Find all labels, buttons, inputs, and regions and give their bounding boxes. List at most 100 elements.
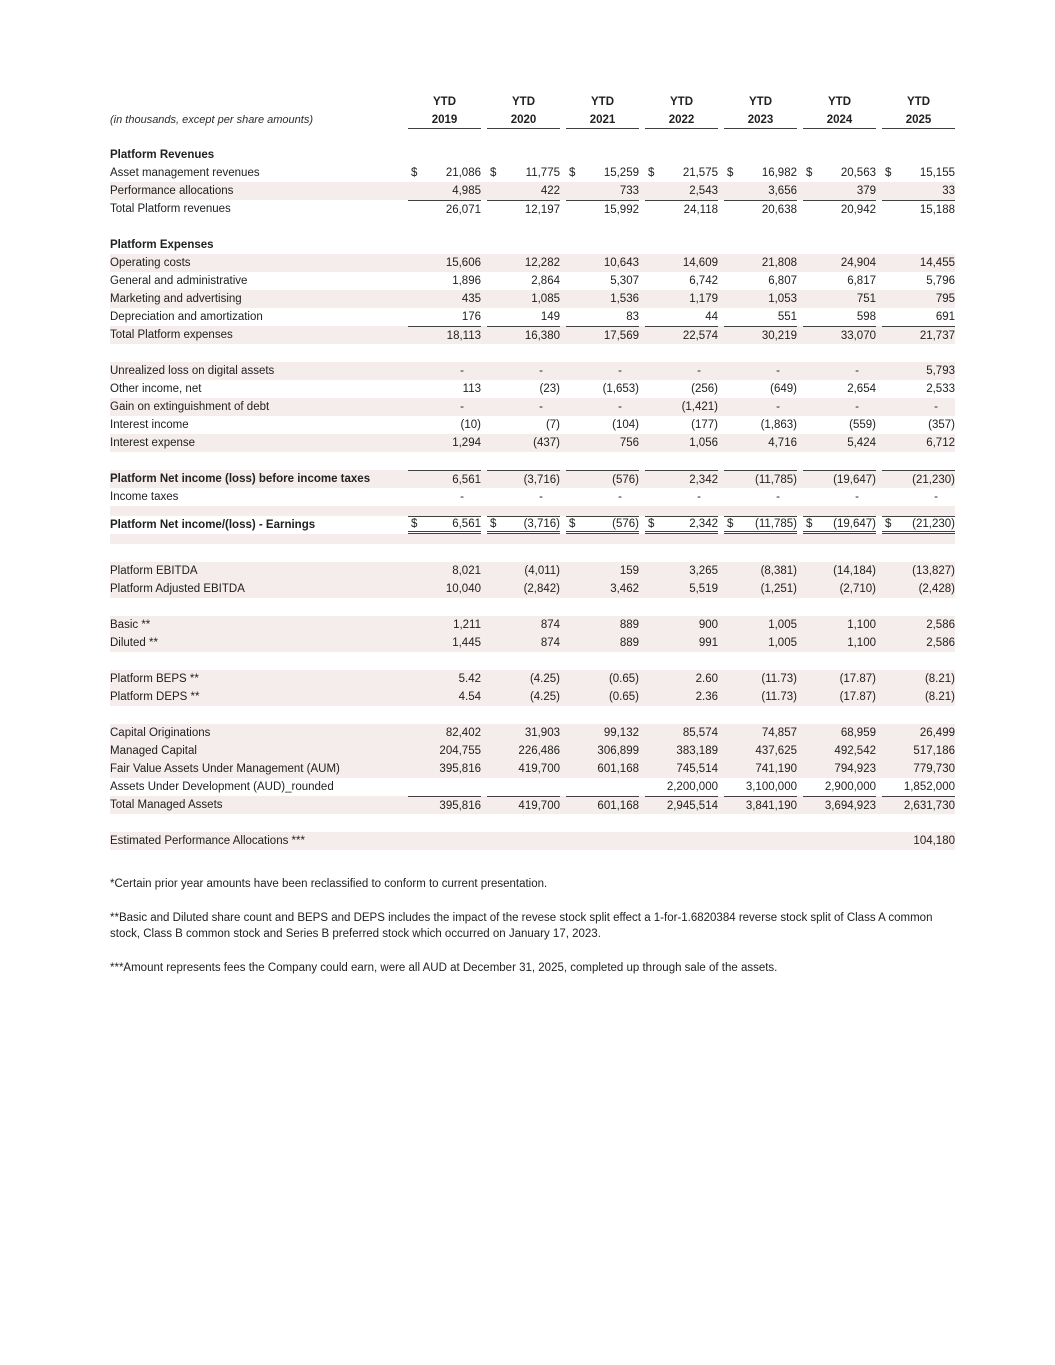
value-cell: 435 [408,290,481,308]
value-cell: (21,230) [882,470,955,488]
cell-value: - [460,401,464,413]
value-cell: (2,710) [803,580,876,598]
period-label: YTD [828,96,851,108]
value-cell: 5.42 [408,670,481,688]
value-cell: (559) [803,416,876,434]
cell-value: 33 [942,185,955,197]
value-cell [566,778,639,796]
section-header-row: Platform Revenues [110,146,955,164]
row-label: Assets Under Development (AUD)_rounded [110,781,334,793]
table-row: Capital Originations 82,402 31,903 99,132 85… [110,724,955,742]
cell-value: 6,712 [926,437,955,449]
row-label: Diluted ** [110,637,158,649]
value-cell: 8,021 [408,562,481,580]
value-cell: 383,189 [645,742,718,760]
value-cell: 1,445 [408,634,481,652]
currency-symbol: $ [727,167,734,179]
cell-value: 795 [935,293,955,305]
cell-value: - [855,365,859,377]
cell-value: 1,085 [531,293,560,305]
cell-value: (576) [612,473,639,486]
cell-value: (357) [928,419,955,431]
row-label: Unrealized loss on digital assets [110,365,275,377]
value-cell: 1,294 [408,434,481,452]
period-label: YTD [433,96,456,108]
cell-value: 2,945,514 [666,799,718,812]
cell-value: 113 [462,383,481,395]
cell-value: (17.87) [839,673,876,685]
cell-value: 395,816 [439,799,481,812]
table-row: General and administrative 1,896 2,864 5,30… [110,272,955,290]
value-cell: 16,380 [487,326,560,344]
cell-value: 1,053 [768,293,797,305]
value-cell: 6,742 [645,272,718,290]
cell-value: 21,808 [761,257,797,269]
value-cell: 44 [645,308,718,326]
table-row: Other income, net 113 (23) (1,653) (256) (649… [110,380,955,398]
value-cell: 2,631,730 [882,796,955,814]
cell-value: (11.73) [761,691,797,703]
cell-value: 10,643 [603,257,639,269]
currency-symbol: $ [806,167,813,179]
cell-value: (576) [612,518,639,530]
value-cell: 4,985 [408,182,481,200]
value-cell: - [566,362,639,380]
value-cell: (1,863) [724,416,797,434]
row-label: Income taxes [110,491,179,503]
cell-value: 20,638 [761,203,797,216]
value-cell: 18,113 [408,326,481,344]
cell-value: (2,428) [918,583,955,595]
value-cell: 601,168 [566,796,639,814]
value-cell: - [566,398,639,416]
cell-value: 306,899 [597,745,639,757]
value-cell: (11.73) [724,688,797,706]
cell-value: 419,700 [518,763,560,775]
row-label: Platform Expenses [110,239,214,251]
period-label: YTD [907,96,930,108]
value-cell: - [487,398,560,416]
cell-value: - [855,491,859,503]
row-label: Platform Adjusted EBITDA [110,583,245,595]
value-cell: 21,808 [724,254,797,272]
value-cell: 745,514 [645,760,718,778]
table-row: Income taxes - - - - - - - [110,488,955,506]
value-cell: - [645,488,718,506]
row-label: Total Platform expenses [110,329,233,341]
cell-value: 82,402 [445,727,481,739]
value-cell: 741,190 [724,760,797,778]
cell-value: 3,265 [689,565,718,577]
row-label: Total Platform revenues [110,203,231,215]
value-cell: 82,402 [408,724,481,742]
value-cell: $21,086 [408,164,481,182]
cell-value: 26,499 [919,727,955,739]
value-cell: 874 [487,616,560,634]
cell-value: 991 [698,637,718,649]
cell-value: 1,852,000 [903,781,955,793]
cell-value: (8.21) [924,673,955,685]
value-cell: 5,519 [645,580,718,598]
cell-value: (1,251) [760,583,797,595]
currency-symbol: $ [411,518,418,530]
value-cell: (1,653) [566,380,639,398]
value-cell: 395,816 [408,796,481,814]
cell-value: - [934,491,938,503]
value-cell: 2,586 [882,634,955,652]
value-cell: $20,563 [803,164,876,182]
cell-value: (8.21) [924,691,955,703]
cell-value: 2.36 [695,691,718,703]
value-cell: 419,700 [487,796,560,814]
value-cell: 5,424 [803,434,876,452]
cell-value: 1,294 [452,437,481,449]
cell-value: 4.54 [458,691,481,703]
cell-value: (4.25) [529,673,560,685]
row-label: Platform Net income (loss) before income… [110,473,371,485]
value-cell: - [566,488,639,506]
value-cell [645,832,718,850]
value-cell: 1,852,000 [882,778,955,796]
value-cell: (0.65) [566,670,639,688]
cell-value: 733 [619,185,639,197]
value-cell: 5,793 [882,362,955,380]
value-cell [408,832,481,850]
cell-value: (0.65) [608,673,639,685]
value-cell: 85,574 [645,724,718,742]
